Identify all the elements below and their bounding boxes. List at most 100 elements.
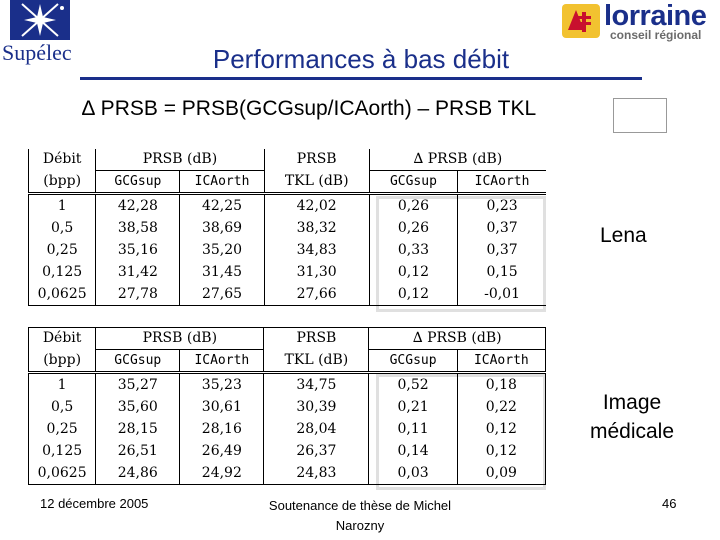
header-delta-group: ∆ PRSB (dB) [368,327,546,350]
header-tkl-db: TKL (dB) [263,349,370,373]
cell-delta-gcgsup: 0,26 [369,192,459,217]
cell-tkl: 24,83 [263,462,370,485]
header-prsb-group: PRSB (dB) [95,327,265,350]
cell-icaorth: 35,20 [179,239,265,261]
header-gcgsup: GCGsup [95,349,181,373]
table-row: 0,125 26,51 26,49 26,37 0,14 0,12 [27,440,547,462]
cell-delta-icaorth: 0,09 [457,462,547,485]
lorraine-cross-logo-icon [562,4,600,38]
footer-title-line1: Soutenance de thèse de Michel [268,498,452,513]
cell-tkl: 34,75 [263,371,370,396]
footer-date: 12 décembre 2005 [40,496,149,511]
header-prsb-tkl: PRSB [264,149,370,171]
table-row: 1 35,27 35,23 34,75 0,52 0,18 [27,371,547,396]
header-icaorth: ICAorth [179,170,265,194]
cell-icaorth: 35,23 [179,371,265,396]
cell-tkl: 31,30 [264,261,370,283]
label-lena: Lena [600,224,647,247]
cell-delta-gcgsup: 0,11 [368,418,458,440]
label-medical-line1: Image [602,391,662,414]
label-medical-image: Image médicale [582,388,682,446]
header-prsb-tkl: PRSB [263,327,370,350]
lorraine-logo-subtitle: conseil régional [610,28,702,42]
cell-gcgsup: 26,51 [95,440,181,462]
header-debit: Débit [27,327,97,350]
cell-delta-gcgsup: 0,26 [369,217,459,239]
cell-tkl: 38,32 [264,217,370,239]
cell-tkl: 42,02 [264,192,370,217]
cell-gcgsup: 24,86 [95,462,181,485]
cell-delta-icaorth: 0,37 [486,220,518,236]
title-underline [80,77,642,80]
formula-empty-box [613,98,667,133]
table-row: 0,25 35,16 35,20 34,83 0,33 0,37 [27,239,547,261]
label-medical-line2: médicale [589,420,675,443]
cell-icaorth: 28,16 [179,418,265,440]
header-delta-gcgsup: GCGsup [368,349,458,373]
cell-delta-icaorth: 0,12 [457,418,547,440]
cell-delta-gcgsup: 0,12 [369,283,459,306]
supelec-logo-text: Supélec [2,40,72,65]
header-icaorth: ICAorth [179,349,265,373]
cell-gcgsup: 35,60 [95,396,181,418]
cell-debit: 0,125 [27,261,97,283]
cell-delta-icaorth: 0,23 [457,192,546,217]
results-table-lena: Débit PRSB (dB) PRSB ∆ PRSB (dB) (bpp) G… [27,149,547,306]
cell-debit: 0,25 [27,239,97,261]
cell-delta-icaorth: -0,01 [457,283,546,306]
cell-delta-gcgsup: 0,52 [368,371,458,396]
cell-delta-gcgsup: 0,03 [368,462,458,485]
table-row: 0,125 31,42 31,45 31,30 0,12 0,15 [27,261,547,283]
cell-debit: 1 [27,371,97,396]
cell-delta-icaorth: 0,12 [457,440,547,462]
footer-title-line2: Narozny [335,518,385,533]
results-table-medical: Débit PRSB (dB) PRSB ∆ PRSB (dB) (bpp) G… [27,327,547,485]
cell-gcgsup: 35,16 [95,239,181,261]
cell-gcgsup: 27,78 [95,283,181,306]
footer-title: Soutenance de thèse de Michel Narozny [250,496,470,536]
cell-icaorth: 24,92 [179,462,265,485]
cell-tkl: 27,66 [264,283,370,306]
cell-delta-gcgsup: 0,14 [368,440,458,462]
table-row: 0,0625 27,78 27,65 27,66 0,12 -0,01 [27,283,546,306]
cell-gcgsup: 38,58 [95,217,181,239]
header-bpp: (bpp) [27,170,97,194]
header-debit: Débit [27,149,97,171]
cell-tkl: 26,37 [263,440,370,462]
header-gcgsup: GCGsup [95,170,181,194]
cell-icaorth: 27,65 [179,283,265,306]
delta-formula: ∆ PRSB = PRSB(GCGsup/ICAorth) – PRSB TKL [82,97,537,120]
supelec-logo-icon [10,0,70,40]
cell-icaorth: 38,69 [179,217,265,239]
slide-title: Performances à bas débit [212,44,510,74]
table-row: 0,25 28,15 28,16 28,04 0,11 0,12 [27,418,547,440]
header-delta-group: ∆ PRSB (dB) [369,149,546,171]
cell-debit: 1 [27,192,97,217]
cell-icaorth: 26,49 [179,440,265,462]
cell-delta-icaorth: 0,18 [457,371,547,396]
cell-tkl: 28,04 [263,418,370,440]
cell-debit: 0,0625 [27,283,97,306]
table-row: 0,5 38,58 38,69 38,32 0,26 0,37 [27,217,547,239]
cell-gcgsup: 31,42 [95,261,181,283]
cell-debit: 0,25 [27,418,97,440]
header-prsb-group: PRSB (dB) [95,149,265,171]
header-delta-icaorth: ICAorth [457,349,547,373]
page-number: 46 [662,496,677,511]
cell-delta-gcgsup: 0,21 [368,396,458,418]
cell-delta-gcgsup: 0,12 [369,261,459,283]
cell-icaorth: 42,25 [179,192,265,217]
cell-gcgsup: 28,15 [95,418,181,440]
cell-debit: 0,0625 [27,462,97,485]
cell-debit: 0,125 [27,440,97,462]
cell-icaorth: 31,45 [179,261,265,283]
cell-gcgsup: 42,28 [95,192,181,217]
header-bpp: (bpp) [27,349,97,373]
cell-gcgsup: 35,27 [95,371,181,396]
header-delta-gcgsup: GCGsup [369,170,459,194]
cell-icaorth: 30,61 [179,396,265,418]
cell-tkl: 30,39 [263,396,370,418]
cell-delta-icaorth: 0,15 [486,264,518,280]
cell-delta-icaorth: 0,37 [486,242,518,258]
cell-tkl: 34,83 [264,239,370,261]
